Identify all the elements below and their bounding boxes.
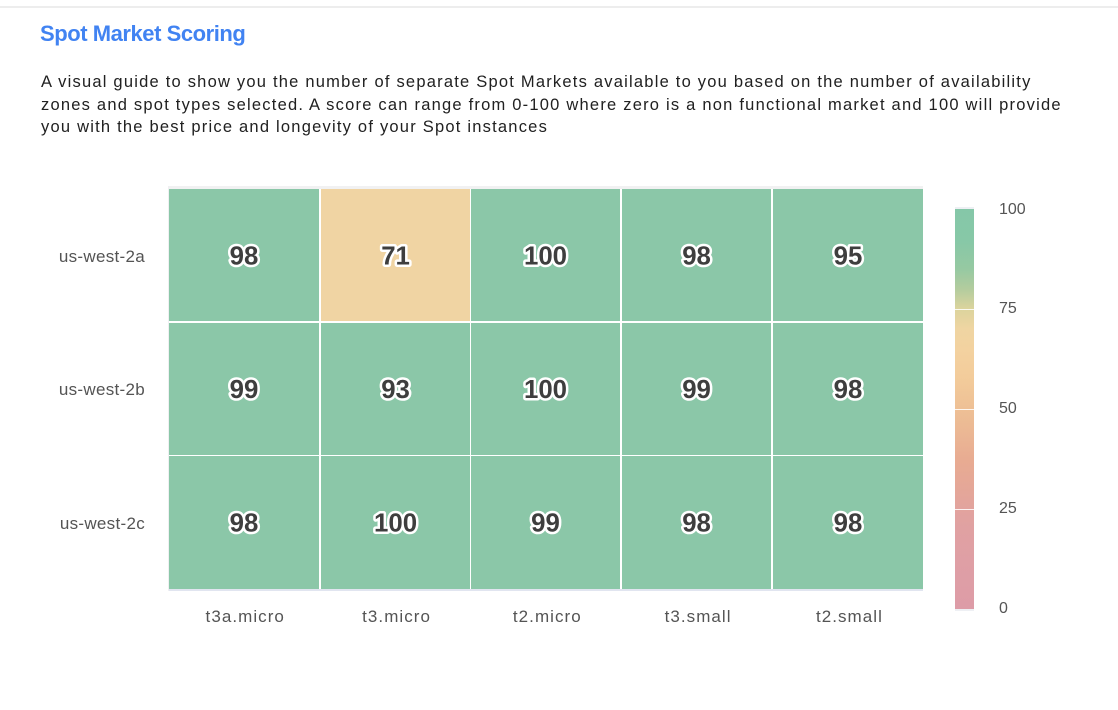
svg-text:98: 98: [230, 510, 259, 538]
svg-text:98: 98: [682, 242, 711, 270]
svg-text:99: 99: [532, 510, 561, 538]
svg-text:99: 99: [682, 376, 711, 404]
svg-text:98: 98: [682, 510, 711, 538]
svg-text:95: 95: [834, 242, 863, 270]
svg-text:100: 100: [374, 510, 417, 538]
svg-text:98: 98: [230, 242, 259, 270]
svg-text:93: 93: [381, 376, 410, 404]
svg-text:71: 71: [381, 242, 410, 270]
svg-text:98: 98: [834, 510, 863, 538]
svg-text:100: 100: [524, 376, 567, 404]
svg-text:98: 98: [834, 376, 863, 404]
svg-text:99: 99: [230, 376, 259, 404]
svg-text:100: 100: [524, 242, 567, 270]
